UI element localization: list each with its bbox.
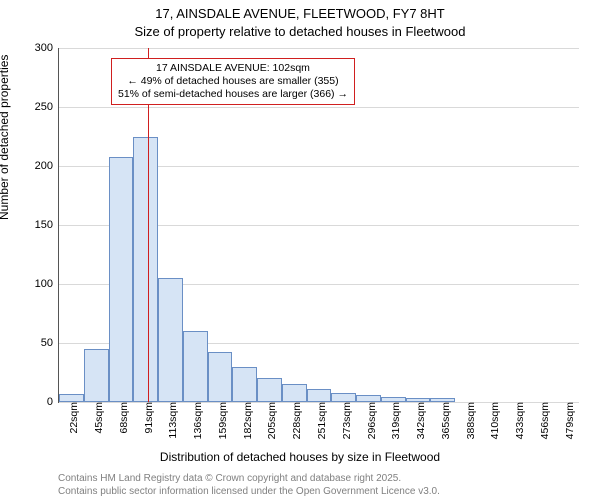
x-tick-label: 91sqm <box>141 402 155 434</box>
grid-line <box>59 107 579 108</box>
callout-line2: ← 49% of detached houses are smaller (35… <box>118 75 348 88</box>
y-tick-label: 0 <box>47 396 59 408</box>
y-tick-label: 100 <box>35 278 59 290</box>
x-tick-label: 228sqm <box>289 402 303 439</box>
y-tick-label: 200 <box>35 160 59 172</box>
callout-box: 17 AINSDALE AVENUE: 102sqm ← 49% of deta… <box>111 58 355 105</box>
histogram-bar <box>356 395 381 402</box>
x-tick-label: 68sqm <box>116 402 130 434</box>
y-axis-label: Number of detached properties <box>0 55 11 220</box>
callout-line1: 17 AINSDALE AVENUE: 102sqm <box>118 62 348 75</box>
callout-line3: 51% of semi-detached houses are larger (… <box>118 88 348 101</box>
histogram-bar <box>133 137 158 403</box>
x-tick-label: 365sqm <box>438 402 452 439</box>
x-tick-label: 159sqm <box>215 402 229 439</box>
chart-title-line2: Size of property relative to detached ho… <box>0 24 600 39</box>
footer-line1: Contains HM Land Registry data © Crown c… <box>58 473 401 484</box>
x-tick-label: 45sqm <box>91 402 105 434</box>
x-tick-label: 205sqm <box>264 402 278 439</box>
histogram-bar <box>331 393 356 402</box>
x-tick-label: 433sqm <box>512 402 526 439</box>
histogram-bar <box>84 349 109 402</box>
x-tick-label: 388sqm <box>463 402 477 439</box>
x-tick-label: 273sqm <box>339 402 353 439</box>
x-tick-label: 479sqm <box>562 402 576 439</box>
x-tick-label: 136sqm <box>190 402 204 439</box>
chart-title-line1: 17, AINSDALE AVENUE, FLEETWOOD, FY7 8HT <box>0 6 600 21</box>
histogram-bar <box>257 378 282 402</box>
x-tick-label: 319sqm <box>388 402 402 439</box>
x-tick-label: 113sqm <box>165 402 179 439</box>
chart-container: 17, AINSDALE AVENUE, FLEETWOOD, FY7 8HT … <box>0 0 600 500</box>
footer-line2: Contains public sector information licen… <box>58 486 440 497</box>
x-tick-label: 296sqm <box>364 402 378 439</box>
histogram-bar <box>183 331 208 402</box>
histogram-bar <box>307 389 332 402</box>
x-tick-label: 456sqm <box>537 402 551 439</box>
y-tick-label: 250 <box>35 101 59 113</box>
histogram-bar <box>158 278 183 402</box>
x-axis-label: Distribution of detached houses by size … <box>0 450 600 464</box>
histogram-bar <box>109 157 134 402</box>
y-tick-label: 150 <box>35 219 59 231</box>
y-tick-label: 50 <box>41 337 59 349</box>
x-tick-label: 251sqm <box>314 402 328 439</box>
x-tick-label: 22sqm <box>66 402 80 434</box>
histogram-bar <box>232 367 257 402</box>
grid-line <box>59 48 579 49</box>
x-tick-label: 182sqm <box>240 402 254 439</box>
x-tick-label: 410sqm <box>487 402 501 439</box>
histogram-bar <box>208 352 233 402</box>
histogram-bar <box>282 384 307 402</box>
plot-area: 05010015020025030022sqm45sqm68sqm91sqm11… <box>58 48 579 403</box>
x-tick-label: 342sqm <box>413 402 427 439</box>
y-tick-label: 300 <box>35 42 59 54</box>
